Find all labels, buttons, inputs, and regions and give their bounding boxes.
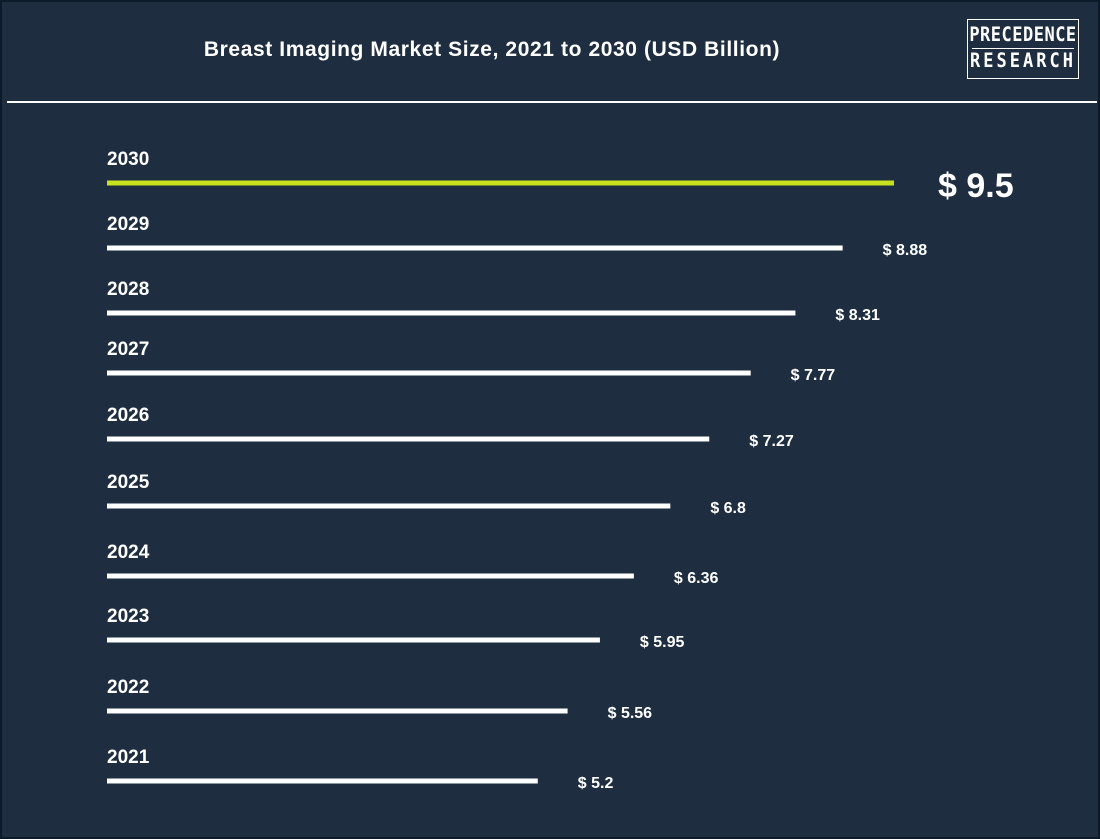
bar bbox=[107, 310, 796, 316]
bar bbox=[107, 503, 671, 509]
year-label: 2027 bbox=[107, 339, 149, 360]
bar bbox=[107, 245, 843, 251]
year-label: 2028 bbox=[107, 279, 149, 300]
logo-line-2: RESEARCH bbox=[970, 49, 1076, 73]
value-label: $ 8.88 bbox=[883, 242, 928, 259]
value-label: $ 7.27 bbox=[749, 433, 794, 450]
bar bbox=[107, 778, 538, 784]
value-label: $ 9.5 bbox=[938, 167, 1014, 205]
year-label: 2024 bbox=[107, 542, 150, 563]
value-label: $ 5.2 bbox=[578, 775, 614, 792]
bar bbox=[107, 370, 751, 376]
year-label: 2022 bbox=[107, 677, 149, 698]
year-label: 2023 bbox=[107, 606, 149, 627]
logo-separator bbox=[972, 48, 1074, 49]
bar bbox=[107, 573, 634, 579]
year-label: 2029 bbox=[107, 214, 149, 235]
bar bbox=[107, 180, 894, 186]
value-label: $ 6.8 bbox=[710, 500, 746, 517]
year-label: 2026 bbox=[107, 405, 149, 426]
chart-title: Breast Imaging Market Size, 2021 to 2030… bbox=[203, 38, 781, 61]
year-label: 2021 bbox=[107, 747, 150, 768]
year-label: 2025 bbox=[107, 472, 150, 493]
value-label: $ 8.31 bbox=[835, 307, 880, 324]
value-label: $ 5.56 bbox=[608, 705, 653, 722]
year-label: 2030 bbox=[107, 149, 149, 170]
value-label: $ 7.77 bbox=[791, 367, 836, 384]
value-label: $ 6.36 bbox=[674, 570, 719, 587]
bar bbox=[107, 637, 600, 643]
value-label: $ 5.95 bbox=[640, 634, 685, 651]
precedence-research-logo: PRECEDENCE RESEARCH bbox=[967, 19, 1079, 79]
bar bbox=[107, 708, 568, 714]
logo-line-1: PRECEDENCE bbox=[969, 23, 1077, 47]
header-divider bbox=[7, 101, 1097, 103]
bar bbox=[107, 436, 710, 442]
